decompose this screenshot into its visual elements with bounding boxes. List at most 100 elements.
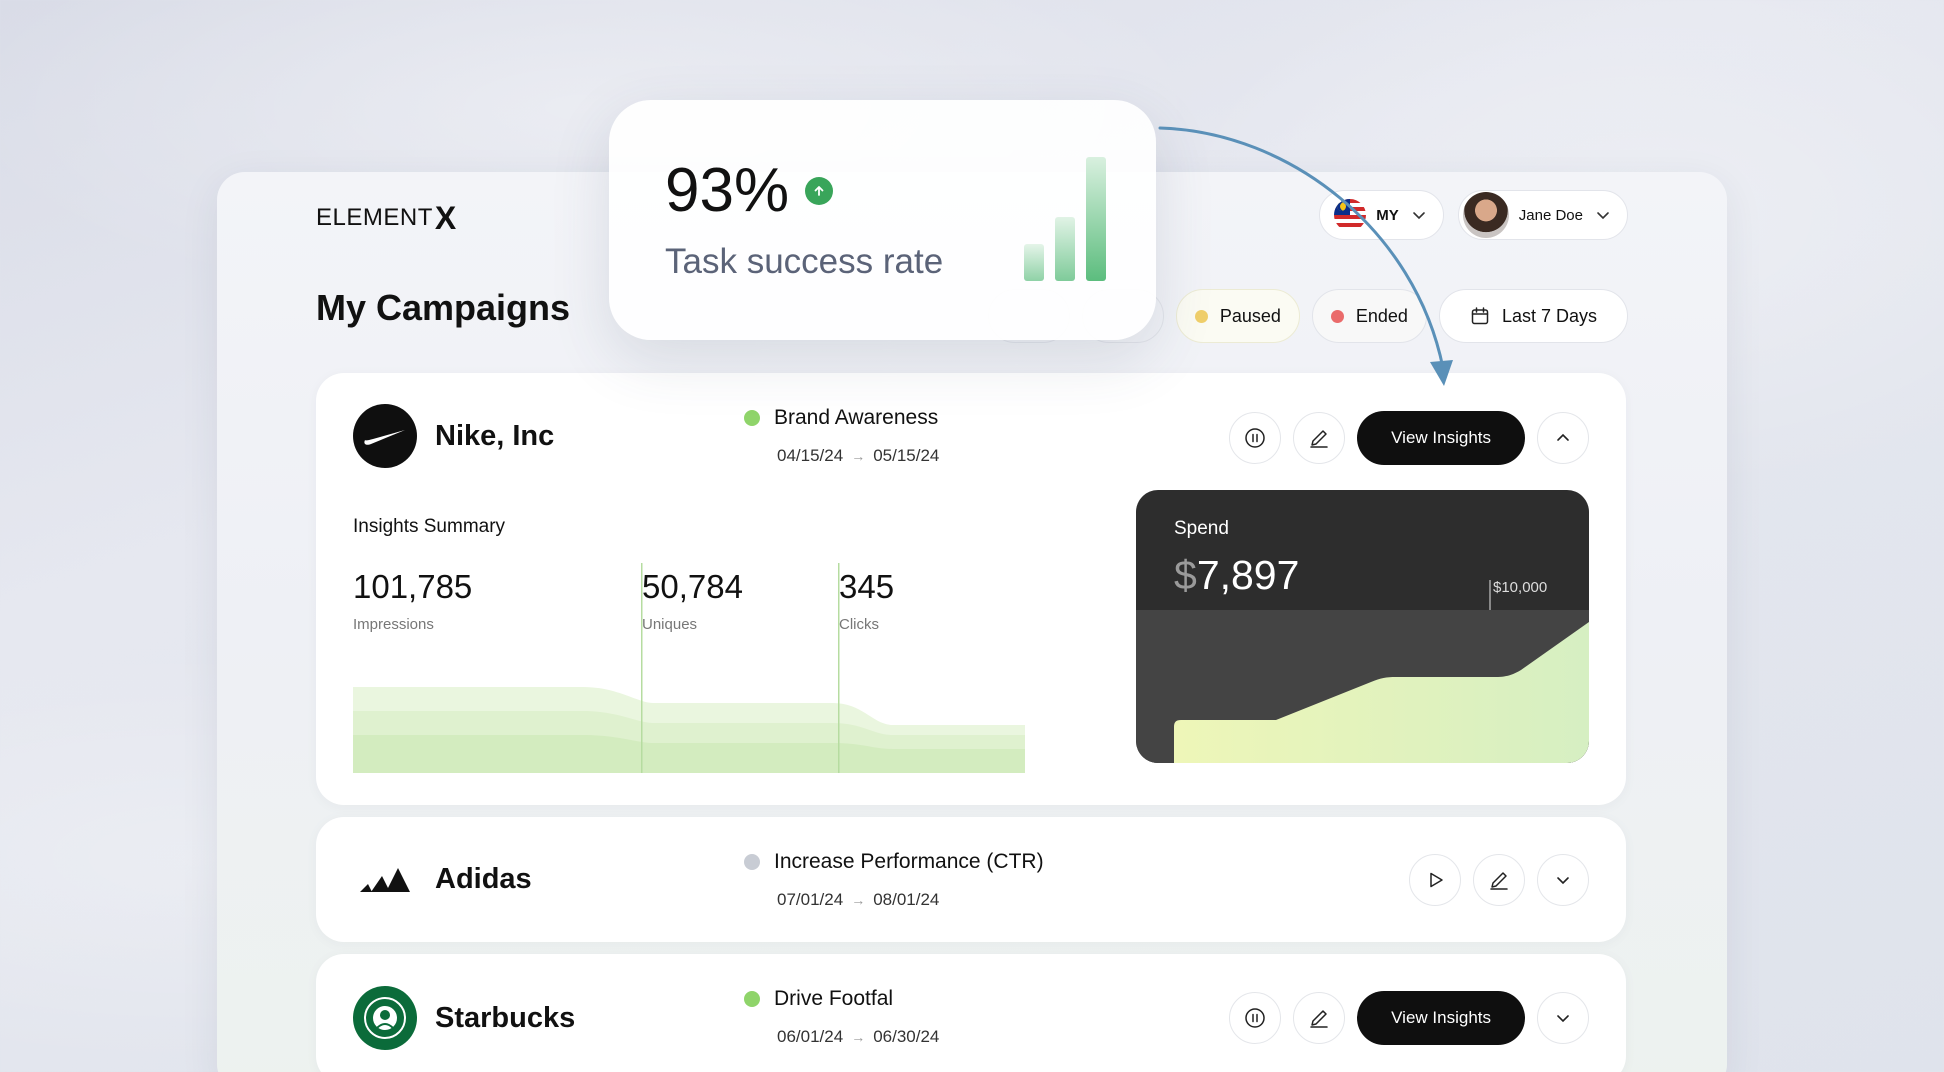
stat-uniques: 50,784 Uniques [642,568,743,633]
kpi-value: 93% [665,156,790,225]
pencil-icon [1490,872,1508,890]
arrow-right-icon: → [851,1029,866,1045]
spend-area-chart [1174,622,1589,763]
stat-clicks: 345 Clicks [839,568,894,633]
logo-mark: X [434,200,457,236]
malaysia-flag-icon [1334,199,1367,231]
header-controls: MY Jane Doe [1319,190,1628,240]
view-insights-button[interactable]: View Insights [1357,991,1525,1045]
campaign-info: Drive Footfal 06/01/24 → 06/30/24 [744,987,939,1047]
kpi-value-row: 93% [665,155,834,226]
card-actions [1409,854,1589,906]
user-name: Jane Doe [1518,206,1583,224]
campaign-title: Drive Footfal [774,987,894,1010]
edit-button[interactable] [1293,992,1346,1044]
expand-button[interactable] [1537,854,1589,906]
brand-name: Nike, Inc [435,419,555,452]
kpi-bar-chart [1024,157,1106,281]
insights-summary-title: Insights Summary [353,516,506,537]
page-title: My Campaigns [316,287,571,328]
start-date: 06/01/24 [777,1027,844,1046]
start-date: 04/15/24 [777,446,844,465]
pencil-icon [1310,430,1328,448]
spend-card: Spend $7,897 $10,000 [1136,490,1589,763]
campaign-title: Increase Performance (CTR) [774,850,1044,873]
date-range-button[interactable]: Last 7 Days [1438,289,1628,343]
kpi-bar-1 [1024,244,1044,281]
chevron-down-icon [1557,1015,1569,1023]
paused-dot [1194,309,1208,323]
card-actions: View Insights [1229,411,1589,465]
pencil-icon [1310,1010,1328,1028]
end-date: 06/30/24 [873,1027,940,1046]
stat-impressions: 101,785 Impressions [353,568,472,633]
status-dot [744,410,760,426]
calendar-icon [1471,307,1489,325]
campaign-info: Brand Awareness 04/15/24 → 05/15/24 [744,406,939,466]
pause-icon [1245,428,1265,448]
kpi-bar-3 [1086,157,1106,281]
stat-label: Impressions [353,616,434,633]
stat-value: 345 [839,568,895,605]
arrow-right-icon: → [851,448,866,464]
filter-paused[interactable]: Paused [1175,289,1300,343]
locale-selector[interactable]: MY [1319,190,1444,240]
status-dot [744,991,760,1007]
pause-icon [1245,1008,1265,1028]
locale-code: MY [1376,206,1399,224]
ended-dot [1330,309,1344,323]
kpi-label: Task success rate [665,242,944,281]
funnel-layer-3 [353,735,1025,773]
collapse-button[interactable] [1537,412,1589,464]
chevron-up-icon [1557,433,1569,441]
pause-button[interactable] [1229,992,1282,1044]
user-menu[interactable]: Jane Doe [1457,190,1628,240]
chevron-down-icon [1597,212,1609,220]
brand: Starbucks [353,986,575,1050]
spend-amount: 7,897 [1196,552,1300,598]
status-dot [744,854,760,870]
filter-ended[interactable]: Ended [1311,289,1427,343]
uniques-divider [641,563,643,773]
end-date: 08/01/24 [873,890,940,909]
brand-name: Adidas [435,862,532,895]
limit-tick [1489,580,1491,610]
date-range-label: Last 7 Days [1501,305,1597,326]
campaign-info: Increase Performance (CTR) 07/01/24 → 08… [744,850,1044,910]
logo[interactable]: ELEMENT X [316,202,457,234]
expand-button[interactable] [1537,992,1589,1044]
clicks-divider [838,563,840,773]
stat-label: Uniques [642,616,698,633]
filter-ended-label: Ended [1355,305,1408,326]
edit-button[interactable] [1293,412,1346,464]
pause-button[interactable] [1229,412,1282,464]
campaign-card-adidas: Adidas Increase Performance (CTR) 07/01/… [316,817,1626,942]
start-date: 07/01/24 [777,890,844,909]
insights-funnel-chart [353,563,1025,773]
end-date: 05/15/24 [873,446,940,465]
edit-button[interactable] [1473,854,1525,906]
play-icon [1430,872,1443,888]
stat-value: 50,784 [642,568,743,605]
chevron-down-icon [1412,212,1425,220]
spend-limit: $10,000 [1493,579,1548,596]
brand: Nike, Inc [353,404,554,468]
brand-name: Starbucks [435,1001,576,1034]
chevron-down-icon [1557,877,1569,885]
campaign-title: Brand Awareness [774,406,939,429]
avatar [1462,192,1509,238]
campaign-card-nike: Nike, Inc Brand Awareness 04/15/24 → 05/… [316,373,1626,805]
card-actions: View Insights [1229,991,1589,1045]
play-button[interactable] [1409,854,1461,906]
arrow-up-icon [805,176,834,205]
spend-currency: $ [1174,552,1197,598]
spend-label: Spend [1174,518,1229,539]
filter-paused-label: Paused [1219,305,1281,326]
view-insights-button[interactable]: View Insights [1357,411,1525,465]
nike-logo-icon [353,404,417,468]
stat-value: 101,785 [353,568,473,605]
kpi-card: 93% Task success rate [609,100,1156,340]
adidas-logo-icon [353,847,417,911]
brand: Adidas [353,847,532,911]
starbucks-logo-icon [353,986,417,1050]
